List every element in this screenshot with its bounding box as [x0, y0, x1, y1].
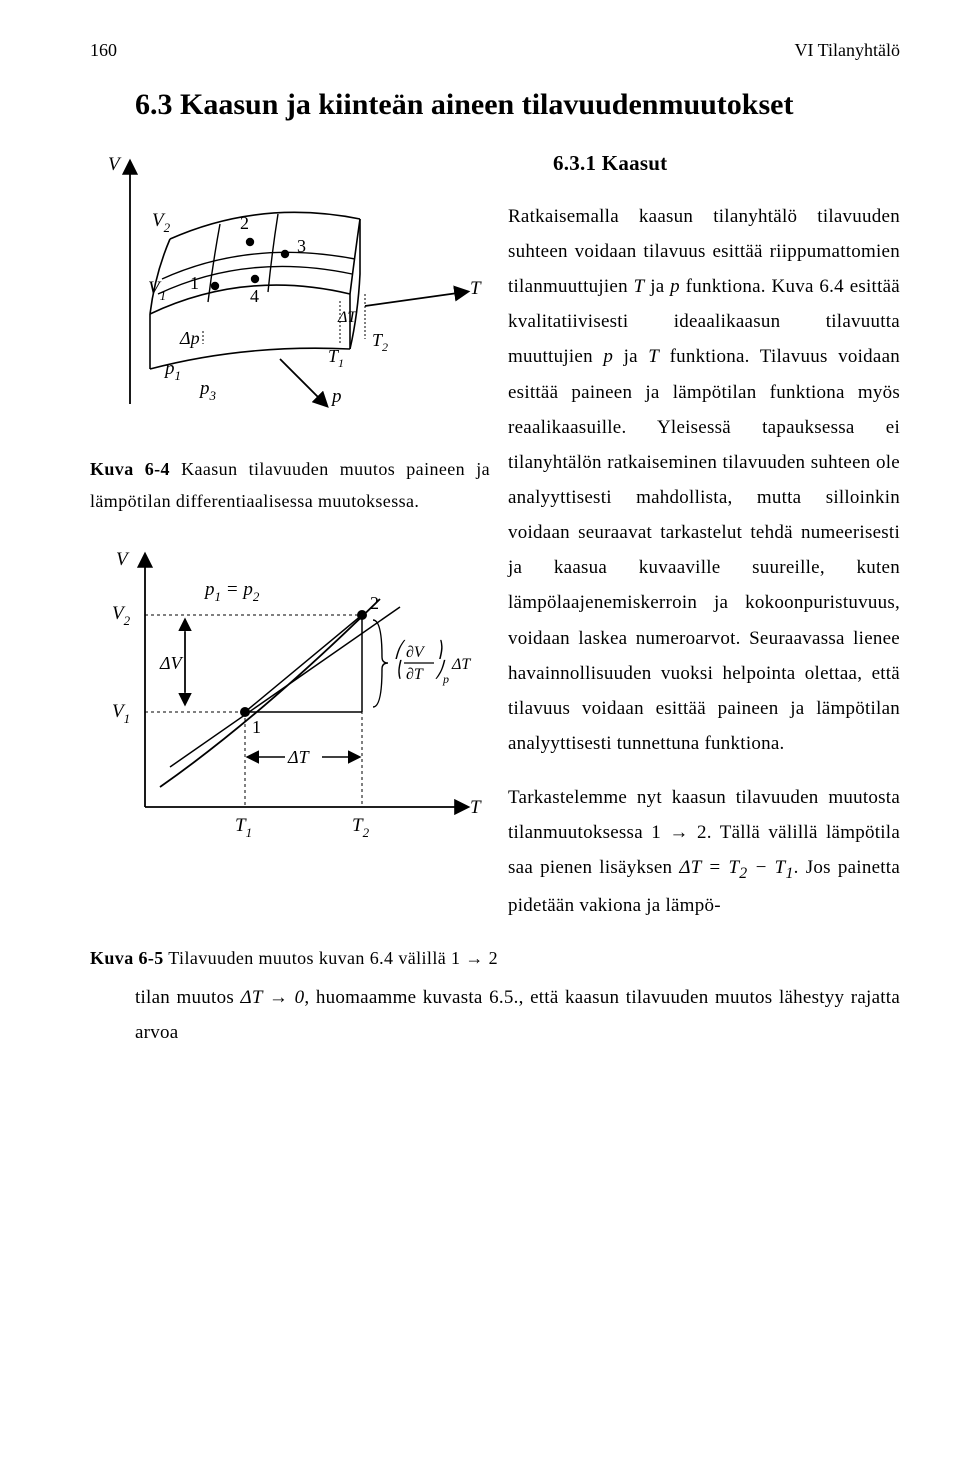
caption-strong: Kuva 6-4 [90, 459, 170, 479]
figure-6-5: V T 1 2 [90, 537, 490, 847]
label-p1p2: p1 = p2 [203, 579, 260, 604]
figure-6-4: V [90, 144, 490, 444]
label-V1b: V1 [112, 701, 130, 726]
label-V2: V2 [152, 210, 171, 235]
pt1: 1 [190, 273, 199, 293]
running-title: VI Tilanyhtälö [794, 40, 900, 61]
svg-text:⎛: ⎛ [395, 639, 406, 660]
pt3: 3 [297, 236, 306, 256]
label-dp: Δp [179, 328, 200, 348]
figure-6-5-caption: Kuva 6-5 Tilavuuden muutos kuvan 6.4 väl… [90, 948, 498, 968]
body-para-1: Ratkaisemalla kaasun tilanyhtälö tilavuu… [508, 199, 900, 761]
section-number: 6.3 [135, 88, 173, 121]
subsection-title: 6.3.1 Kaasut [553, 144, 900, 183]
pt4: 4 [250, 286, 259, 306]
axis-T: T [470, 797, 482, 818]
page-number: 160 [90, 40, 117, 61]
svg-text:ΔT: ΔT [451, 656, 471, 673]
svg-text:⎞: ⎞ [435, 639, 443, 660]
axis-V: V [116, 549, 130, 570]
svg-text:∂V: ∂V [406, 644, 426, 661]
caption-rest-65b: 1 → 2 [451, 948, 498, 968]
figure-6-4-caption: Kuva 6-4 Kaasun tilavuuden muutos painee… [90, 454, 490, 517]
label-T2b: T2 [352, 815, 370, 840]
pt2: 2 [240, 213, 249, 233]
svg-text:∂T: ∂T [406, 666, 424, 683]
label-T2: T2 [372, 330, 388, 354]
label-V2b: V2 [112, 603, 131, 628]
label-T1: T1 [328, 346, 344, 370]
axis-T-label: T [470, 278, 482, 299]
svg-text:⎝: ⎝ [395, 659, 403, 679]
pt1b: 1 [252, 717, 261, 737]
continuation-para: tilan muutos ΔT → 0, huomaamme kuvasta 6… [135, 980, 900, 1050]
label-T1b: T1 [235, 815, 252, 840]
axis-p-label: p [330, 386, 342, 407]
subsection-number: 6.3.1 [553, 151, 596, 175]
label-p3: p3 [198, 378, 217, 403]
pt2b: 2 [370, 593, 379, 613]
section-title: 6.3 Kaasun ja kiinteän aineen tilavuuden… [135, 85, 900, 124]
caption-strong-65: Kuva 6-5 [90, 948, 164, 968]
label-dV: ΔV [159, 653, 184, 673]
label-dTb: ΔT [287, 747, 311, 767]
label-dT: ΔT [337, 309, 357, 326]
axis-V-label: V [108, 154, 122, 175]
body-para-2: Tarkastelemme nyt kaasun tilavuuden muut… [508, 780, 900, 924]
caption-rest-65a: Tilavuuden muutos kuvan 6.4 välillä [164, 948, 451, 968]
svg-text:p: p [442, 672, 449, 686]
subsection-heading: Kaasut [602, 151, 668, 175]
section-heading: Kaasun ja kiinteän aineen tilavuudenmuut… [180, 88, 793, 121]
label-V1: V1 [148, 278, 166, 303]
